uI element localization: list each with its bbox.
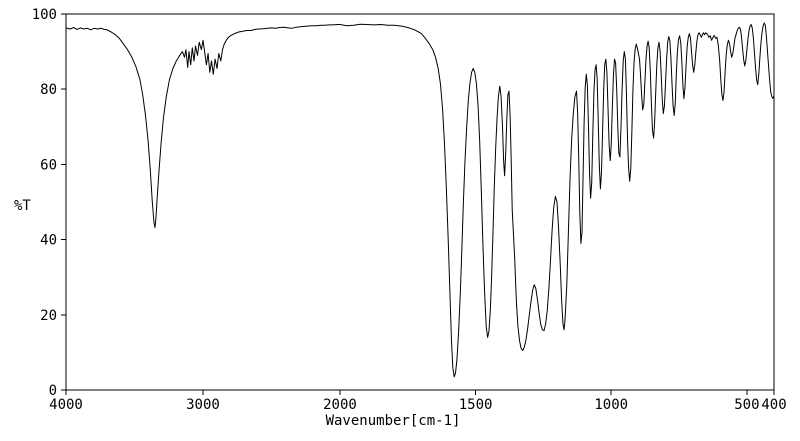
x-tick-label: 400 — [761, 397, 786, 413]
x-tick-label: 500 — [734, 397, 759, 413]
x-tick-label: 4000 — [49, 397, 83, 413]
y-tick-label: 100 — [32, 7, 57, 23]
x-tick-label: 1500 — [459, 397, 493, 413]
y-axis-label: %T — [14, 198, 31, 214]
y-tick-label: 40 — [40, 233, 57, 249]
y-tick-label: 0 — [49, 383, 57, 399]
y-tick-label: 80 — [40, 82, 57, 98]
y-tick-label: 20 — [40, 308, 57, 324]
spectrum-trace — [65, 22, 775, 378]
x-tick-label: 2000 — [323, 397, 357, 413]
y-tick-label: 60 — [40, 157, 57, 173]
x-tick-label: 3000 — [186, 397, 220, 413]
x-axis-label: Wavenumber[cm-1] — [325, 413, 461, 429]
plot-border — [65, 13, 775, 391]
x-tick-label: 1000 — [594, 397, 628, 413]
